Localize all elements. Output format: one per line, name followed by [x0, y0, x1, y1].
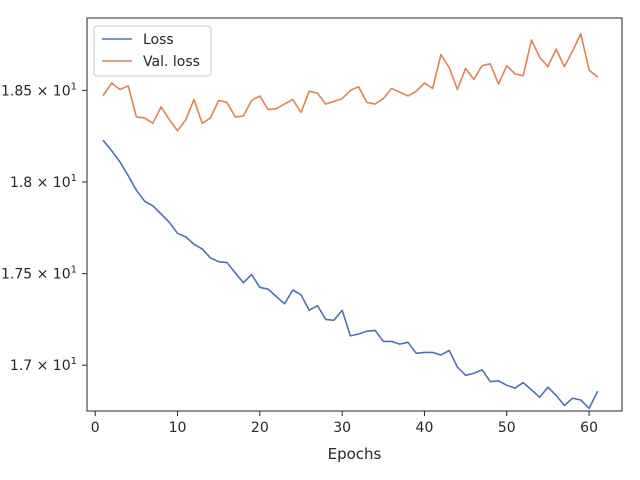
- legend-label-val-loss: Val. loss: [143, 54, 200, 70]
- y-tick-label: 1.7 × 101: [10, 356, 77, 374]
- series-line-loss: [102, 139, 599, 410]
- plot-frame: [86, 17, 623, 412]
- x-axis-label: Epochs: [328, 445, 382, 463]
- y-tick-label: 1.75 × 101: [1, 265, 77, 283]
- series-line-val-loss: [102, 32, 599, 132]
- x-tick-label: 60: [580, 420, 598, 436]
- x-tick-label: 0: [91, 420, 100, 436]
- y-axis: 1.7 × 101 1.75 × 101 1.8 × 101 1.85 × 101: [1, 81, 87, 374]
- x-tick-label: 10: [169, 420, 187, 436]
- y-tick-label: 1.85 × 101: [1, 81, 77, 99]
- legend: Loss Val. loss: [93, 25, 212, 77]
- series-layer: [102, 32, 599, 410]
- x-tick-label: 50: [498, 420, 516, 436]
- x-tick-label: 30: [333, 420, 351, 436]
- x-tick-label: 20: [251, 420, 269, 436]
- y-tick-label: 1.8 × 101: [10, 173, 77, 191]
- x-axis: 0 10 20 30 40 50 60: [91, 411, 598, 436]
- legend-label-loss: Loss: [143, 32, 174, 48]
- x-tick-label: 40: [416, 420, 434, 436]
